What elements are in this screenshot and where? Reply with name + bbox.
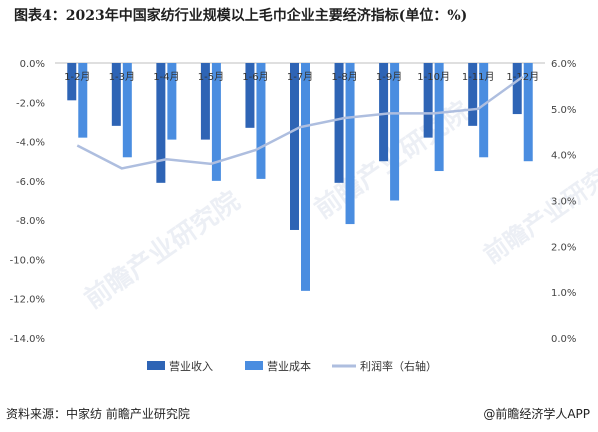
bar-cost [211,63,221,181]
bar-revenue [512,63,522,115]
left-axis-tick-label: -8.0% [16,216,45,227]
legend-swatch-cost [245,361,263,370]
chart-title: 图表4：2023年中国家纺行业规模以上毛巾企业主要经济指标(单位：%) [14,8,468,24]
category-label: 1-4月 [153,71,179,83]
bar-cost [390,63,400,201]
bar-revenue [290,63,299,230]
left-axis-tick-label: -12.0% [10,295,45,306]
bar-cost [122,63,132,158]
bar-cost [167,63,177,140]
left-axis-tick-label: -4.0% [16,138,45,149]
category-label: 1-3月 [109,71,135,83]
bar-revenue [245,63,255,128]
legend-swatch-revenue [147,361,165,370]
category-label: 1-8月 [331,71,357,83]
category-label: 1-5月 [198,71,224,83]
left-axis-tick-label: -6.0% [16,177,45,188]
category-label: 1-10月 [417,71,450,83]
legend-label-profit-rate: 利润率（右轴） [360,359,437,373]
right-axis-tick-label: 5.0% [551,105,576,116]
source-note: 资料来源：中家纺 前瞻产业研究院 [6,407,190,421]
bar-cost [479,63,489,158]
bar-revenue [334,63,344,183]
right-axis-tick-label: 2.0% [551,242,576,253]
bar-revenue [200,63,210,140]
bar-cost [256,63,266,179]
right-axis-tick-label: 1.0% [551,288,576,299]
right-axis-tick-label: 6.0% [551,59,576,70]
category-label: 1-9月 [376,71,402,83]
category-label: 1-11月 [462,71,495,83]
left-axis-tick-label: -2.0% [16,98,45,109]
bar-cost [301,63,310,291]
category-label: 1-6月 [242,71,268,83]
right-axis-tick-label: 4.0% [551,151,576,162]
bar-cost [434,63,444,172]
legend-label-revenue: 营业收入 [169,359,213,373]
right-axis-tick-label: 3.0% [551,197,576,208]
legend-label-cost: 营业成本 [267,359,311,373]
bar-cost [78,63,88,138]
brand-credit: @前瞻经济学人APP [483,407,590,421]
bar-revenue [423,63,433,138]
left-axis-tick-label: -10.0% [10,255,45,266]
bar-revenue [468,63,478,126]
right-axis-tick-label: 0.0% [551,334,576,345]
category-label: 1-2月 [64,71,90,83]
category-label: 1-7月 [287,71,313,83]
line-profit-rate [76,75,524,170]
bar-revenue [111,63,121,126]
bar-revenue [379,63,389,162]
bar-cost [345,63,355,225]
bar-cost [523,63,533,162]
left-axis-tick-label: -14.0% [10,334,45,345]
left-axis-tick-label: 0.0% [20,59,45,70]
bar-revenue [156,63,166,183]
bar-revenue [67,63,77,101]
